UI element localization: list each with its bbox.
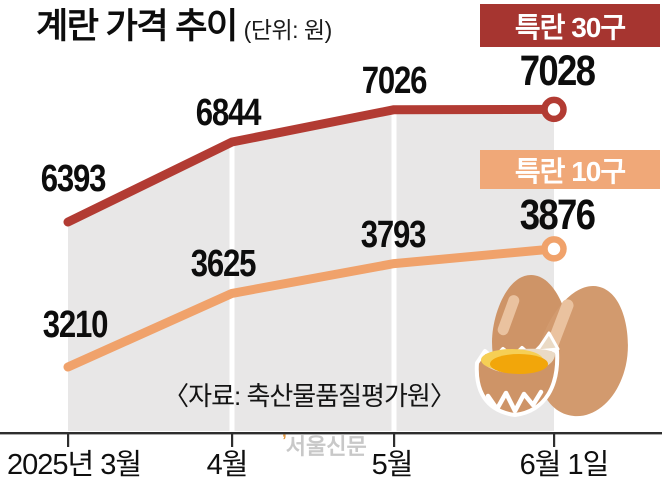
endpoint-marker-1 <box>541 236 567 262</box>
legend-extra-large-10: 특란 10구 <box>480 150 660 189</box>
legend-extra-large-10-label: 특란 10구 <box>514 155 626 187</box>
watermark-mark: ’ <box>282 431 287 450</box>
value-label: 7028 <box>519 47 596 96</box>
source-note: 〈자료: 축산물품질평가원〉 <box>163 381 456 411</box>
column-gap <box>229 142 235 431</box>
value-label: 7026 <box>361 59 428 102</box>
x-axis-tick <box>231 432 234 447</box>
x-tick-label-march: 2025년 3월 <box>6 449 142 481</box>
chart-title: 계란 가격 추이 (단위: 원) <box>36 0 332 49</box>
eggs-illustration <box>474 275 628 417</box>
series-line-0 <box>63 104 559 227</box>
x-axis-line <box>0 432 662 435</box>
watermark-text: 서울신문 <box>285 434 367 459</box>
value-label: 3625 <box>190 243 257 286</box>
watermark: ’서울신문 <box>282 429 367 461</box>
chart-area-fill <box>0 109 662 447</box>
x-axis-tick <box>393 432 396 447</box>
value-label: 3876 <box>519 190 596 239</box>
x-tick-label-june1: 6월 1일 <box>519 449 610 481</box>
area-fill <box>68 109 554 432</box>
crack-zigzag <box>485 389 544 414</box>
endpoint-marker-0 <box>541 96 567 123</box>
column-gap <box>391 109 397 431</box>
egg-yolk <box>490 354 548 374</box>
series-line-1 <box>63 244 559 372</box>
egg-left-highlight <box>497 295 520 336</box>
legend-extra-large-30-label: 특란 30구 <box>514 11 626 43</box>
value-label: 6844 <box>195 92 262 134</box>
shell-piece <box>535 331 560 353</box>
value-label: 3793 <box>360 213 427 256</box>
chart-lines <box>63 96 567 372</box>
value-label: 3210 <box>42 304 109 346</box>
unit-label: (단위: 원) <box>243 17 333 43</box>
legend-extra-large-30: 특란 30구 <box>480 4 660 47</box>
chart-title-text: 계란 가격 추이 <box>36 7 238 46</box>
value-label: 6393 <box>40 158 107 200</box>
x-axis-tick <box>553 432 556 447</box>
x-tick-label-may: 5월 <box>371 449 414 481</box>
x-axis-tick <box>67 432 70 447</box>
x-tick-label-april: 4월 <box>206 449 249 481</box>
